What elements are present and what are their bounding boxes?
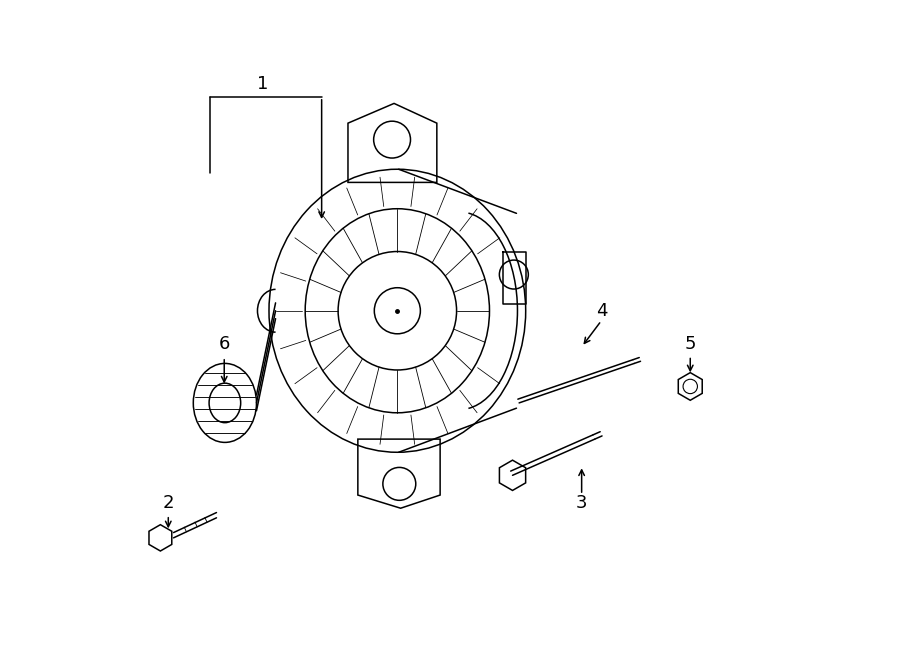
Text: 5: 5: [685, 334, 696, 353]
Text: 3: 3: [576, 494, 588, 512]
Text: 6: 6: [219, 334, 230, 353]
Text: 4: 4: [596, 302, 608, 320]
Text: 2: 2: [163, 494, 174, 512]
Text: 1: 1: [256, 75, 268, 93]
